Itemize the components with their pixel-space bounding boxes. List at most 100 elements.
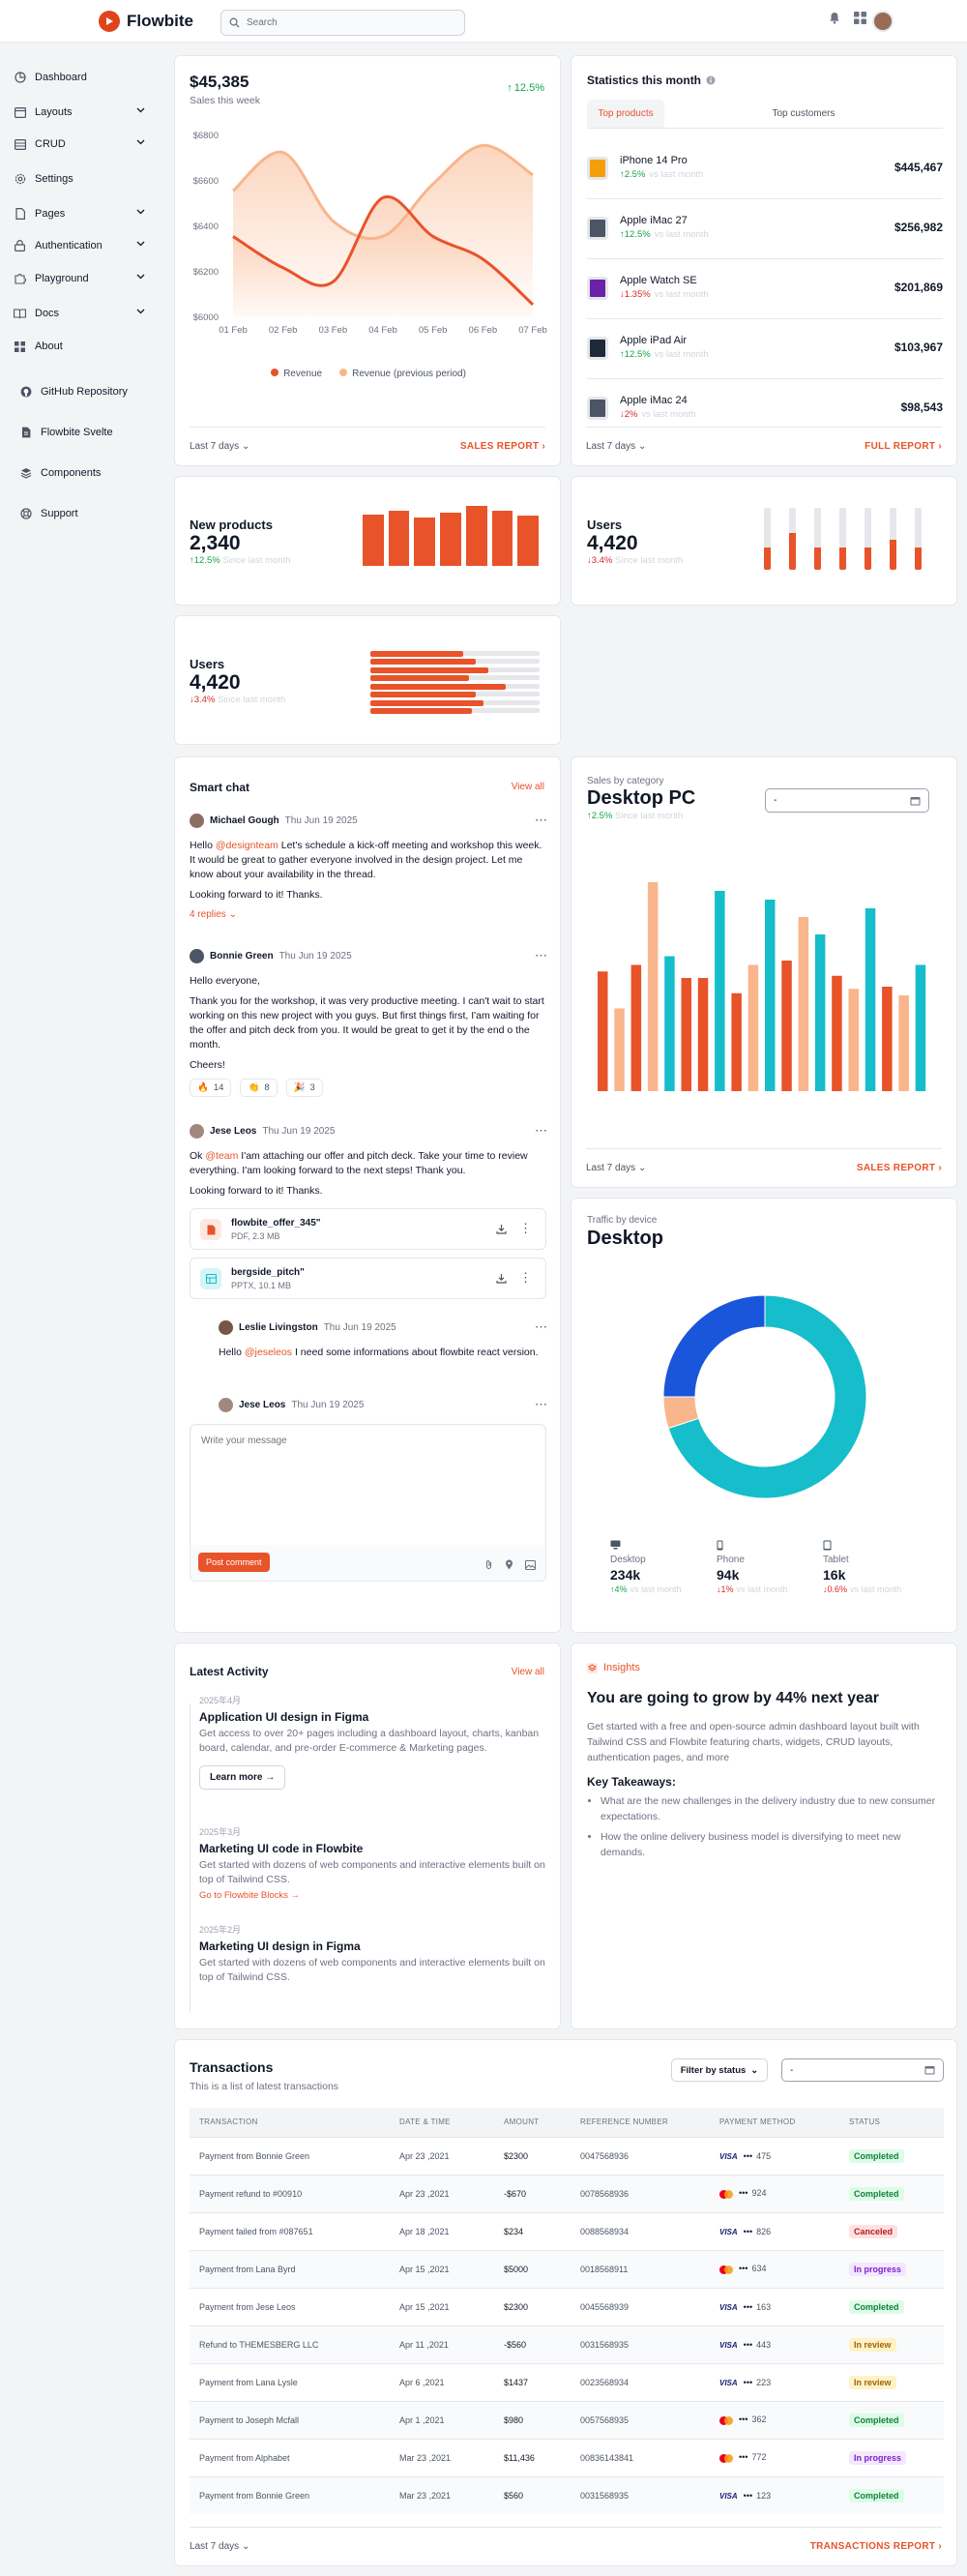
info-icon[interactable] xyxy=(706,75,716,85)
apps-grid-icon[interactable] xyxy=(854,12,866,24)
view-all-link[interactable]: View all xyxy=(511,1667,544,1677)
sidebar-item-settings[interactable]: Settings xyxy=(14,168,145,190)
reaction-fire[interactable]: 🔥 14 xyxy=(190,1079,232,1097)
bell-icon[interactable] xyxy=(829,12,840,24)
filter-by-status-button[interactable]: Filter by status ⌄ xyxy=(671,2058,768,2082)
flowbite-blocks-link[interactable]: Go to Flowbite Blocks → xyxy=(199,1890,301,1901)
learn-more-button[interactable]: Learn more → xyxy=(199,1765,286,1790)
mention[interactable]: @team xyxy=(205,1150,239,1162)
paperclip-icon[interactable] xyxy=(484,1559,493,1570)
product-row[interactable]: iPhone 14 Pro ↑2.5% vs last month $445,467 xyxy=(587,151,943,199)
product-row[interactable]: Apple iMac 24 ↓2% vs last month $98,543 xyxy=(587,391,943,429)
table-row[interactable]: Payment from Lana Lysle Apr 6 ,2021 $1437 0… xyxy=(190,2362,944,2401)
sidebar-item-about[interactable]: About xyxy=(14,336,145,357)
sidebar-item-pages[interactable]: Pages xyxy=(14,203,145,224)
range-dropdown[interactable]: Last 7 days ⌄ xyxy=(586,441,647,452)
sidebar-item-authentication[interactable]: Authentication xyxy=(14,235,145,256)
device-stats: Desktop 234k ↑4% vs last month Phone 94k ↓1% vs… xyxy=(610,1540,920,1594)
file-name[interactable]: bergside_pitch" xyxy=(231,1267,305,1278)
puzzle-icon xyxy=(14,273,26,285)
message-time: Thu Jun 19 2025 xyxy=(278,950,352,962)
more-options-icon[interactable]: ⋯ xyxy=(535,1319,547,1334)
table-row[interactable]: Payment from Alphabet Mar 23 ,2021 $11,436… xyxy=(190,2438,944,2476)
replies-toggle[interactable]: 4 replies ⌄ xyxy=(190,909,237,920)
sidebar-item-flowbite-svelte[interactable]: Flowbite Svelte xyxy=(19,422,151,443)
sales-report-link[interactable]: SALES REPORT › xyxy=(856,1163,942,1173)
sales-card: $45,385 Sales this week ↑ 12.5% $6800 $660… xyxy=(174,55,561,466)
search-input[interactable] xyxy=(247,17,440,28)
transactions-report-link[interactable]: TRANSACTIONS REPORT › xyxy=(809,2541,942,2552)
legend-item-revenue[interactable]: Revenue xyxy=(271,369,322,379)
product-row[interactable]: Apple iMac 27 ↑12.5% vs last month $256,982 xyxy=(587,211,943,259)
table-row[interactable]: Payment from Lana Byrd Apr 15 ,2021 $5000 0… xyxy=(190,2249,944,2288)
table-row[interactable]: Payment failed from #087651 Apr 18 ,2021 $… xyxy=(190,2211,944,2250)
more-options-icon[interactable]: ⋯ xyxy=(535,1123,547,1138)
view-all-link[interactable]: View all xyxy=(511,782,544,792)
arrow-up-icon: ↑ xyxy=(610,1584,615,1594)
file-name[interactable]: flowbite_offer_345" xyxy=(231,1218,321,1229)
chevron-down-icon xyxy=(136,107,145,113)
column-header[interactable]: TRANSACTION xyxy=(190,2108,390,2137)
user-avatar[interactable] xyxy=(872,11,894,32)
more-options-icon[interactable]: ⋯ xyxy=(535,1397,547,1411)
legend-item-previous[interactable]: Revenue (previous period) xyxy=(339,369,466,379)
download-icon[interactable] xyxy=(496,1224,507,1234)
x-tick-label: 07 Feb xyxy=(518,325,547,336)
image-icon[interactable] xyxy=(525,1559,536,1570)
date-select[interactable]: - xyxy=(781,2058,944,2082)
mention[interactable]: @designteam xyxy=(215,840,278,851)
range-dropdown[interactable]: Last 7 days ⌄ xyxy=(190,2541,250,2552)
table-row[interactable]: Payment from Bonnie Green Apr 23 ,2021 $23… xyxy=(190,2136,944,2175)
logo[interactable]: Flowbite xyxy=(99,11,193,32)
table-row[interactable]: Payment to Joseph Mcfall Apr 1 ,2021 $980 0… xyxy=(190,2400,944,2439)
product-row[interactable]: Apple Watch SE ↓1.35% vs last month $201,86… xyxy=(587,271,943,319)
reaction-clap[interactable]: 👏 8 xyxy=(240,1079,278,1097)
more-options-icon[interactable]: ⋯ xyxy=(535,948,547,962)
status-badge: Completed xyxy=(849,2148,904,2163)
sidebar-item-components[interactable]: Components xyxy=(19,462,151,484)
download-icon[interactable] xyxy=(496,1273,507,1284)
search-box[interactable] xyxy=(220,10,465,36)
date-select[interactable]: - xyxy=(765,788,929,813)
product-image xyxy=(587,217,608,240)
amount-cell: -$670 xyxy=(494,2174,571,2212)
chevron-down-icon xyxy=(136,274,145,280)
table-row[interactable]: Payment from Bonnie Green Mar 23 ,2021 $56… xyxy=(190,2475,944,2514)
message-input[interactable] xyxy=(191,1426,544,1545)
more-options-icon[interactable]: ⋯ xyxy=(535,813,547,827)
table-row[interactable]: Payment from Jese Leos Apr 15 ,2021 $2300 0… xyxy=(190,2287,944,2325)
location-pin-icon[interactable] xyxy=(505,1559,513,1570)
mention[interactable]: @jeseleos xyxy=(244,1347,293,1358)
bar xyxy=(864,548,871,570)
column-header[interactable]: DATE & TIME xyxy=(390,2108,494,2137)
column-header[interactable]: AMOUNT xyxy=(494,2108,571,2137)
sales-report-link[interactable]: SALES REPORT › xyxy=(459,441,545,452)
new-products-title: New products xyxy=(190,518,273,532)
sidebar-item-github[interactable]: GitHub Repository xyxy=(19,381,151,402)
sidebar-item-support[interactable]: Support xyxy=(19,503,151,524)
transaction-cell: Refund to THEMESBERG LLC xyxy=(190,2324,390,2363)
sidebar-item-layouts[interactable]: Layouts xyxy=(14,102,145,123)
range-dropdown[interactable]: Last 7 days ⌄ xyxy=(190,441,250,452)
more-vertical-icon[interactable]: ⋮ xyxy=(519,1221,532,1235)
payment-method-cell: ••• 924 xyxy=(710,2174,839,2212)
sidebar-item-crud[interactable]: CRUD xyxy=(14,133,145,155)
sidebar-item-dashboard[interactable]: Dashboard xyxy=(14,67,145,88)
reaction-party[interactable]: 🎉 3 xyxy=(285,1079,323,1097)
table-row[interactable]: Refund to THEMESBERG LLC Apr 11 ,2021 -$56… xyxy=(190,2324,944,2363)
chevron-down-icon: ⌄ xyxy=(241,441,250,452)
sidebar-item-docs[interactable]: Docs xyxy=(14,303,145,324)
full-report-link[interactable]: FULL REPORT › xyxy=(864,441,942,452)
status-cell: Completed xyxy=(839,2174,944,2212)
tab-top-customers[interactable]: Top customers xyxy=(772,108,835,119)
more-vertical-icon[interactable]: ⋮ xyxy=(519,1270,532,1285)
post-comment-button[interactable]: Post comment xyxy=(198,1553,270,1572)
column-header[interactable]: STATUS xyxy=(839,2108,944,2137)
range-dropdown[interactable]: Last 7 days ⌄ xyxy=(586,1163,647,1173)
product-row[interactable]: Apple iPad Air ↑12.5% vs last month $103,96… xyxy=(587,331,943,379)
column-header[interactable]: REFERENCE NUMBER xyxy=(571,2108,710,2137)
column-header[interactable]: PAYMENT METHOD xyxy=(710,2108,839,2137)
sidebar-item-playground[interactable]: Playground xyxy=(14,268,145,289)
tab-top-products[interactable]: Top products xyxy=(587,100,664,128)
table-row[interactable]: Payment refund to #00910 Apr 23 ,2021 -$67… xyxy=(190,2174,944,2212)
